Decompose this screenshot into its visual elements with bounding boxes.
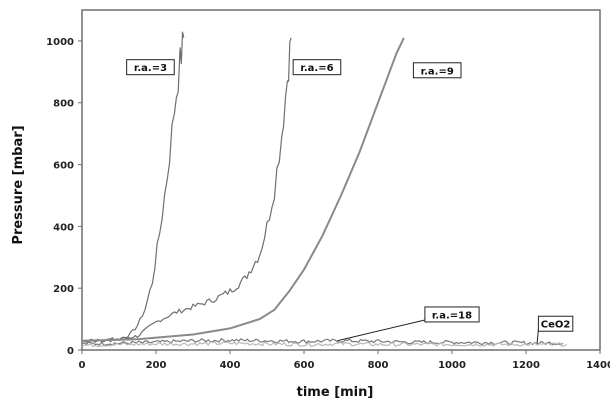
x-tick-label: 1000: [438, 360, 466, 371]
y-axis-ticks: 0 200 400 600 800 1000: [46, 37, 82, 357]
series-line-r-a-9: [81, 37, 405, 342]
y-tick-label: 1000: [46, 37, 74, 48]
annotation-leader-line: [337, 319, 426, 342]
annotation-box: [537, 315, 574, 332]
x-tick-label: 1200: [512, 360, 540, 371]
x-tick-label: 800: [368, 360, 389, 371]
annotations-layer: r.a.=3 r.a.=6 r.a.=9 r.a.=18 CeO2: [126, 59, 574, 344]
annotation-label: r.a.=6: [300, 63, 333, 74]
annotation-box: [126, 59, 175, 76]
series-layer: [81, 31, 568, 348]
y-tick-label: 200: [53, 284, 74, 295]
x-tick-label: 1400: [586, 360, 610, 371]
x-tick-label: 400: [220, 360, 241, 371]
x-axis-title: time [min]: [297, 385, 374, 400]
y-tick-label: 600: [53, 161, 74, 172]
x-tick-label: 0: [79, 360, 86, 371]
annotation-box: [424, 306, 480, 323]
y-axis-title: Pressure [mbar]: [11, 125, 26, 244]
series-line-r-a-18: [81, 338, 564, 346]
annotation-label: r.a.=18: [432, 310, 472, 321]
y-tick-label: 0: [67, 346, 74, 357]
annotation-label: r.a.=3: [134, 63, 167, 74]
x-axis-ticks: 0 200 400 600 800 1000 1200 1400: [79, 350, 610, 371]
y-tick-label: 800: [53, 99, 74, 110]
annotation-label: CeO2: [541, 320, 571, 331]
series-line-ceo2: [81, 341, 568, 348]
annotation-box: [412, 62, 462, 79]
x-tick-label: 200: [146, 360, 167, 371]
y-tick-label: 400: [53, 222, 74, 233]
annotation-label: r.a.=9: [421, 66, 454, 77]
annotation-box: [292, 59, 342, 76]
x-tick-label: 600: [294, 360, 315, 371]
